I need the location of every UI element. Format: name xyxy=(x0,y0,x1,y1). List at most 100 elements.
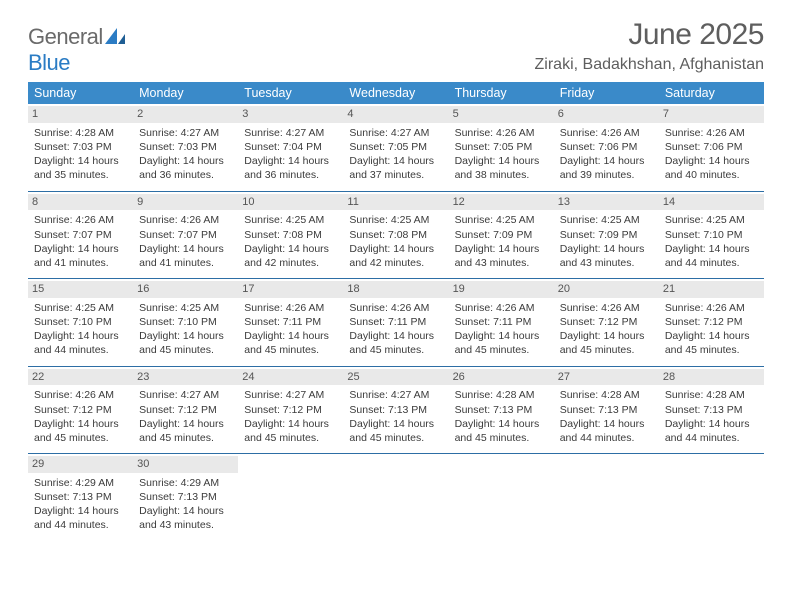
sunset-text: Sunset: 7:13 PM xyxy=(139,490,232,504)
daylight-text: Daylight: 14 hours xyxy=(34,329,127,343)
day-cell xyxy=(554,454,659,541)
daylight-text: Daylight: 14 hours xyxy=(665,329,758,343)
daylight-text: Daylight: 14 hours xyxy=(34,504,127,518)
day-number: 14 xyxy=(659,194,764,211)
daylight-text: and 45 minutes. xyxy=(34,431,127,445)
day-number: 19 xyxy=(449,281,554,298)
daylight-text: and 44 minutes. xyxy=(665,431,758,445)
sunset-text: Sunset: 7:03 PM xyxy=(139,140,232,154)
daylight-text: Daylight: 14 hours xyxy=(244,417,337,431)
day-number: 5 xyxy=(449,106,554,123)
sunset-text: Sunset: 7:13 PM xyxy=(665,403,758,417)
daylight-text: and 35 minutes. xyxy=(34,168,127,182)
day-cell: 26 Sunrise: 4:28 AMSunset: 7:13 PMDayligh… xyxy=(449,367,554,454)
sunset-text: Sunset: 7:13 PM xyxy=(34,490,127,504)
sunrise-text: Sunrise: 4:28 AM xyxy=(34,126,127,140)
day-cell: 20Sunrise: 4:26 AMSunset: 7:12 PMDayligh… xyxy=(554,279,659,366)
daylight-text: Daylight: 14 hours xyxy=(34,242,127,256)
sunset-text: Sunset: 7:12 PM xyxy=(139,403,232,417)
weekday-header: Sunday xyxy=(28,82,133,104)
location-text: Ziraki, Badakhshan, Afghanistan xyxy=(535,56,764,74)
sunset-text: Sunset: 7:05 PM xyxy=(349,140,442,154)
daylight-text: Daylight: 14 hours xyxy=(139,329,232,343)
sunrise-text: Sunrise: 4:28 AM xyxy=(560,388,653,402)
daylight-text: Daylight: 14 hours xyxy=(455,154,548,168)
daylight-text: Daylight: 14 hours xyxy=(349,154,442,168)
weekday-header: Tuesday xyxy=(238,82,343,104)
day-number: 1 xyxy=(28,106,133,123)
daylight-text: Daylight: 14 hours xyxy=(244,154,337,168)
day-number: 2 xyxy=(133,106,238,123)
daylight-text: Daylight: 14 hours xyxy=(139,154,232,168)
daylight-text: and 44 minutes. xyxy=(34,343,127,357)
sunset-text: Sunset: 7:13 PM xyxy=(560,403,653,417)
daylight-text: Daylight: 14 hours xyxy=(455,329,548,343)
day-cell: 19Sunrise: 4:26 AMSunset: 7:11 PMDayligh… xyxy=(449,279,554,366)
day-cell: 25Sunrise: 4:27 AMSunset: 7:13 PMDayligh… xyxy=(343,367,448,454)
weekday-header: Saturday xyxy=(659,82,764,104)
daylight-text: Daylight: 14 hours xyxy=(349,242,442,256)
sunrise-text: Sunrise: 4:27 AM xyxy=(244,388,337,402)
daylight-text: Daylight: 14 hours xyxy=(560,417,653,431)
day-number: 7 xyxy=(659,106,764,123)
sunrise-text: Sunrise: 4:26 AM xyxy=(244,301,337,315)
daylight-text: and 36 minutes. xyxy=(139,168,232,182)
day-cell: 14Sunrise: 4:25 AMSunset: 7:10 PMDayligh… xyxy=(659,192,764,279)
daylight-text: and 37 minutes. xyxy=(349,168,442,182)
day-cell: 28Sunrise: 4:28 AMSunset: 7:13 PMDayligh… xyxy=(659,367,764,454)
daylight-text: Daylight: 14 hours xyxy=(560,329,653,343)
daylight-text: and 36 minutes. xyxy=(244,168,337,182)
sunset-text: Sunset: 7:06 PM xyxy=(665,140,758,154)
sunrise-text: Sunrise: 4:26 AM xyxy=(349,301,442,315)
sunset-text: Sunset: 7:03 PM xyxy=(34,140,127,154)
sunset-text: Sunset: 7:10 PM xyxy=(665,228,758,242)
sunrise-text: Sunrise: 4:28 AM xyxy=(455,388,548,402)
week-row: 15Sunrise: 4:25 AMSunset: 7:10 PMDayligh… xyxy=(28,279,764,366)
calendar-page: GeneralBlue June 2025 Ziraki, Badakhshan… xyxy=(0,0,792,541)
sail-icon xyxy=(105,24,125,50)
weekday-header: Thursday xyxy=(449,82,554,104)
calendar-table: Sunday Monday Tuesday Wednesday Thursday… xyxy=(28,82,764,541)
weekday-header: Friday xyxy=(554,82,659,104)
day-number: 6 xyxy=(554,106,659,123)
sunset-text: Sunset: 7:13 PM xyxy=(349,403,442,417)
daylight-text: Daylight: 14 hours xyxy=(665,417,758,431)
sunrise-text: Sunrise: 4:26 AM xyxy=(455,126,548,140)
daylight-text: Daylight: 14 hours xyxy=(455,417,548,431)
day-cell: 10Sunrise: 4:25 AMSunset: 7:08 PMDayligh… xyxy=(238,192,343,279)
daylight-text: and 42 minutes. xyxy=(349,256,442,270)
daylight-text: and 45 minutes. xyxy=(455,343,548,357)
day-number: 10 xyxy=(238,194,343,211)
daylight-text: Daylight: 14 hours xyxy=(34,154,127,168)
sunrise-text: Sunrise: 4:26 AM xyxy=(34,388,127,402)
daylight-text: and 43 minutes. xyxy=(455,256,548,270)
sunrise-text: Sunrise: 4:27 AM xyxy=(244,126,337,140)
daylight-text: and 45 minutes. xyxy=(665,343,758,357)
sunset-text: Sunset: 7:13 PM xyxy=(455,403,548,417)
daylight-text: and 41 minutes. xyxy=(34,256,127,270)
daylight-text: Daylight: 14 hours xyxy=(349,417,442,431)
day-cell: 24Sunrise: 4:27 AMSunset: 7:12 PMDayligh… xyxy=(238,367,343,454)
day-number: 17 xyxy=(238,281,343,298)
daylight-text: and 44 minutes. xyxy=(665,256,758,270)
day-cell: 7Sunrise: 4:26 AMSunset: 7:06 PMDaylight… xyxy=(659,104,764,191)
sunrise-text: Sunrise: 4:28 AM xyxy=(665,388,758,402)
day-number: 29 xyxy=(28,456,133,473)
sunset-text: Sunset: 7:07 PM xyxy=(34,228,127,242)
day-cell: 11Sunrise: 4:25 AMSunset: 7:08 PMDayligh… xyxy=(343,192,448,279)
day-cell: 21Sunrise: 4:26 AMSunset: 7:12 PMDayligh… xyxy=(659,279,764,366)
day-number: 18 xyxy=(343,281,448,298)
day-cell: 29Sunrise: 4:29 AMSunset: 7:13 PMDayligh… xyxy=(28,454,133,541)
day-number: 26 xyxy=(449,369,554,386)
week-row: 22Sunrise: 4:26 AMSunset: 7:12 PMDayligh… xyxy=(28,367,764,454)
sunset-text: Sunset: 7:12 PM xyxy=(560,315,653,329)
sunset-text: Sunset: 7:10 PM xyxy=(34,315,127,329)
daylight-text: and 38 minutes. xyxy=(455,168,548,182)
week-row: 1Sunrise: 4:28 AMSunset: 7:03 PMDaylight… xyxy=(28,104,764,191)
daylight-text: Daylight: 14 hours xyxy=(665,154,758,168)
day-number: 20 xyxy=(554,281,659,298)
sunrise-text: Sunrise: 4:26 AM xyxy=(455,301,548,315)
day-cell: 30Sunrise: 4:29 AMSunset: 7:13 PMDayligh… xyxy=(133,454,238,541)
daylight-text: and 43 minutes. xyxy=(560,256,653,270)
daylight-text: and 42 minutes. xyxy=(244,256,337,270)
